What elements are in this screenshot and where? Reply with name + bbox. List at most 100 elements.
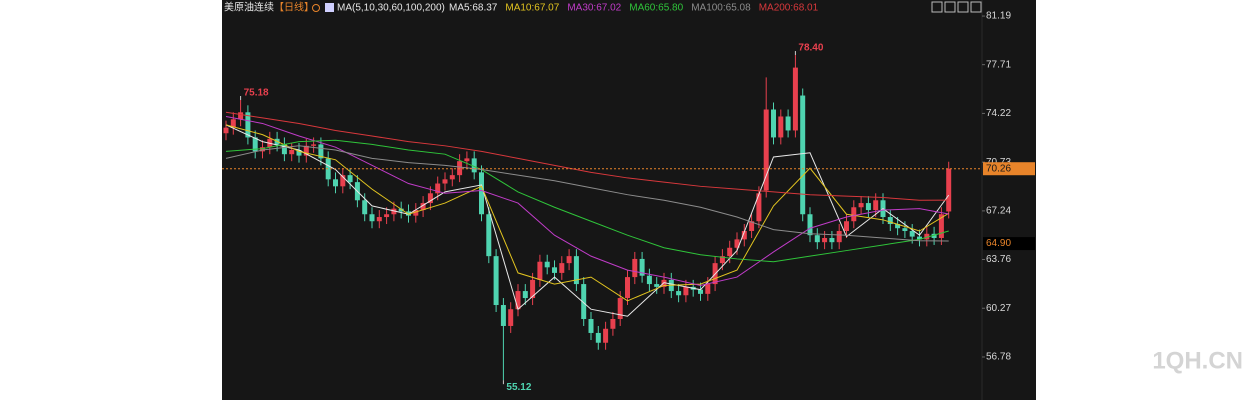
candle-body <box>223 127 229 134</box>
candle-body <box>406 211 411 216</box>
candle-body <box>384 214 390 218</box>
candle-body <box>763 109 769 191</box>
candle-body <box>303 145 309 156</box>
tool-button[interactable] <box>957 1 969 13</box>
candle-body <box>471 158 477 173</box>
candle-body <box>508 309 514 326</box>
ma-line <box>225 124 949 302</box>
candle-body <box>325 158 331 180</box>
chart-title: 美原油连续 <box>224 1 274 14</box>
y-tick-label: 63.76 <box>986 254 1011 265</box>
candle-body <box>581 284 587 319</box>
tool-button[interactable] <box>970 1 982 13</box>
candle-body <box>435 183 441 194</box>
candle-body <box>727 247 733 257</box>
candle-body <box>741 231 747 240</box>
settings-icon[interactable] <box>312 4 320 12</box>
candle-body <box>792 67 798 131</box>
candle-body <box>895 224 901 229</box>
candle-body <box>318 144 324 159</box>
candle-body <box>785 116 791 131</box>
candle-body <box>814 235 820 243</box>
candle-body <box>822 237 828 243</box>
candle-body <box>238 112 244 120</box>
candle-body <box>873 200 879 211</box>
price-marker-label: 70.26 <box>986 163 1011 174</box>
candle-body <box>340 175 346 187</box>
candle-body <box>946 168 952 212</box>
candle-body <box>844 221 849 232</box>
candle-body <box>909 231 915 237</box>
candle-body <box>924 233 930 240</box>
candle-body <box>420 203 426 211</box>
candle-body <box>639 258 645 276</box>
candle-body <box>515 291 521 310</box>
candle-body <box>427 193 433 204</box>
candle-body <box>537 261 543 280</box>
candle-body <box>362 200 368 215</box>
y-tick-label: 81.19 <box>986 11 1011 22</box>
candle-body <box>376 217 382 222</box>
toolbar <box>931 1 982 13</box>
legend-entry: MA10:67.07 <box>505 3 559 14</box>
annotation-label: 75.18 <box>244 88 269 99</box>
candle-body <box>676 291 682 296</box>
candle-body <box>260 147 265 152</box>
candle-body <box>281 144 287 155</box>
tool-button[interactable] <box>944 1 956 13</box>
y-tick-label: 67.24 <box>986 206 1011 217</box>
tool-button[interactable] <box>931 1 943 13</box>
candle-body <box>391 208 397 215</box>
candle-body <box>610 318 616 329</box>
candle-body <box>931 233 937 238</box>
candle-body <box>296 150 302 156</box>
candle-body <box>778 116 784 138</box>
y-tick-label: 77.71 <box>986 59 1011 70</box>
candle-body <box>705 284 711 294</box>
candle-body <box>588 318 594 333</box>
candle-body <box>413 210 419 216</box>
candle-body <box>559 263 565 273</box>
legend-entry: MA30:67.02 <box>567 3 621 14</box>
ma-label: MA(5,10,30,60,100,200) <box>337 3 445 14</box>
candle-body <box>289 150 295 155</box>
ma-line <box>225 111 949 201</box>
candle-body <box>756 193 762 222</box>
candle-body <box>457 161 463 176</box>
ma-line <box>225 145 949 242</box>
candle-body <box>719 256 725 264</box>
candle-body <box>595 332 601 343</box>
watermark: 1QH.CN <box>1152 347 1243 374</box>
candle-body <box>902 228 908 232</box>
candle-body <box>734 239 740 248</box>
legend-entry: MA60:65.80 <box>629 3 683 14</box>
candle-body <box>851 207 857 222</box>
annotation-label: 78.40 <box>798 43 823 54</box>
candle-body <box>530 279 536 299</box>
candle-body <box>245 112 251 138</box>
candle-body <box>625 277 630 299</box>
ma-icon[interactable] <box>325 3 334 12</box>
y-tick-label: 60.27 <box>986 303 1011 314</box>
ma-line <box>225 124 950 317</box>
candle-body <box>858 203 864 208</box>
price-marker-box <box>983 162 1035 176</box>
ma-line <box>225 139 949 263</box>
candle-body <box>800 95 806 215</box>
candle-body <box>230 119 236 128</box>
candle-body <box>311 144 317 146</box>
candle-body <box>500 305 506 326</box>
candle-body <box>333 179 338 187</box>
candle-body <box>887 217 893 225</box>
candle-body <box>544 261 550 268</box>
candle-body <box>807 214 813 236</box>
legend-entry: MA5:68.37 <box>449 3 498 14</box>
price-marker-label: 64.90 <box>986 238 1011 249</box>
candle-body <box>829 237 835 243</box>
candle-body <box>661 279 667 287</box>
candle-body <box>369 214 375 222</box>
candle-body <box>917 236 922 240</box>
candle-body <box>646 275 652 285</box>
period-label[interactable]: 【日线】 <box>274 1 314 14</box>
